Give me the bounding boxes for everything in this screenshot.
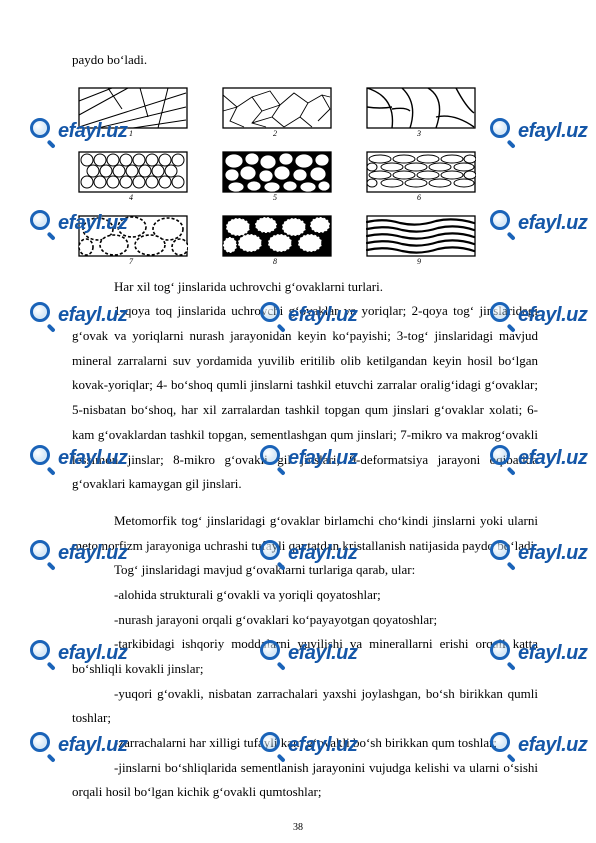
- list-item-3: -tarkibidagi ishqoriy moddalarni yuvilis…: [72, 632, 538, 681]
- figure-label-7: 7: [129, 257, 134, 265]
- figure-label-6: 6: [417, 193, 421, 201]
- intro-line: paydo bo‘ladi.: [72, 48, 538, 73]
- figure-label-5: 5: [273, 193, 277, 201]
- list-item-6: -jinslarni bo‘shliqlarida sementlanish j…: [72, 756, 538, 805]
- figure-grid: 1 2: [72, 87, 538, 265]
- main-paragraph: 1-qoya toq jinslarida uchrovchi g‘ovakla…: [72, 299, 538, 497]
- figure-label-9: 9: [417, 257, 421, 265]
- figure-caption: Har xil tog‘ jinslarida uchrovchi g‘ovak…: [72, 275, 538, 300]
- figure-label-4: 4: [129, 193, 133, 201]
- list-item-2: -nurash jarayoni orqali g‘ovaklari ko‘pa…: [72, 608, 538, 633]
- figure-label-8: 8: [273, 257, 277, 265]
- figure-tile-8: 8: [222, 215, 332, 265]
- figure-tile-5: 5: [222, 151, 332, 201]
- figure-label-1: 1: [129, 129, 133, 137]
- figure-tile-3: 3: [366, 87, 476, 137]
- list-item-4: -yuqori g‘ovakli, nisbatan zarrachalari …: [72, 682, 538, 731]
- figure-tile-7: 7: [78, 215, 188, 265]
- figure-tile-1: 1: [78, 87, 188, 137]
- figure-tile-6: 6: [366, 151, 476, 201]
- page-number: 38: [0, 822, 596, 833]
- figure-label-3: 3: [416, 129, 421, 137]
- list-item-1: -alohida strukturali g‘ovakli va yoriqli…: [72, 583, 538, 608]
- list-item-5: -zarrachalarni har xilligi tufayli kam g…: [72, 731, 538, 756]
- list-intro: Tog‘ jinslaridagi mavjud g‘ovaklarni tur…: [72, 558, 538, 583]
- page: paydo bo‘ladi. 1: [0, 0, 596, 843]
- metamorphic-paragraph: Metomorfik tog‘ jinslaridagi g‘ovaklar b…: [72, 509, 538, 558]
- figure-tile-4: 4: [78, 151, 188, 201]
- figure-tile-9: 9: [366, 215, 476, 265]
- figure-tile-2: 2: [222, 87, 332, 137]
- figure-label-2: 2: [273, 129, 277, 137]
